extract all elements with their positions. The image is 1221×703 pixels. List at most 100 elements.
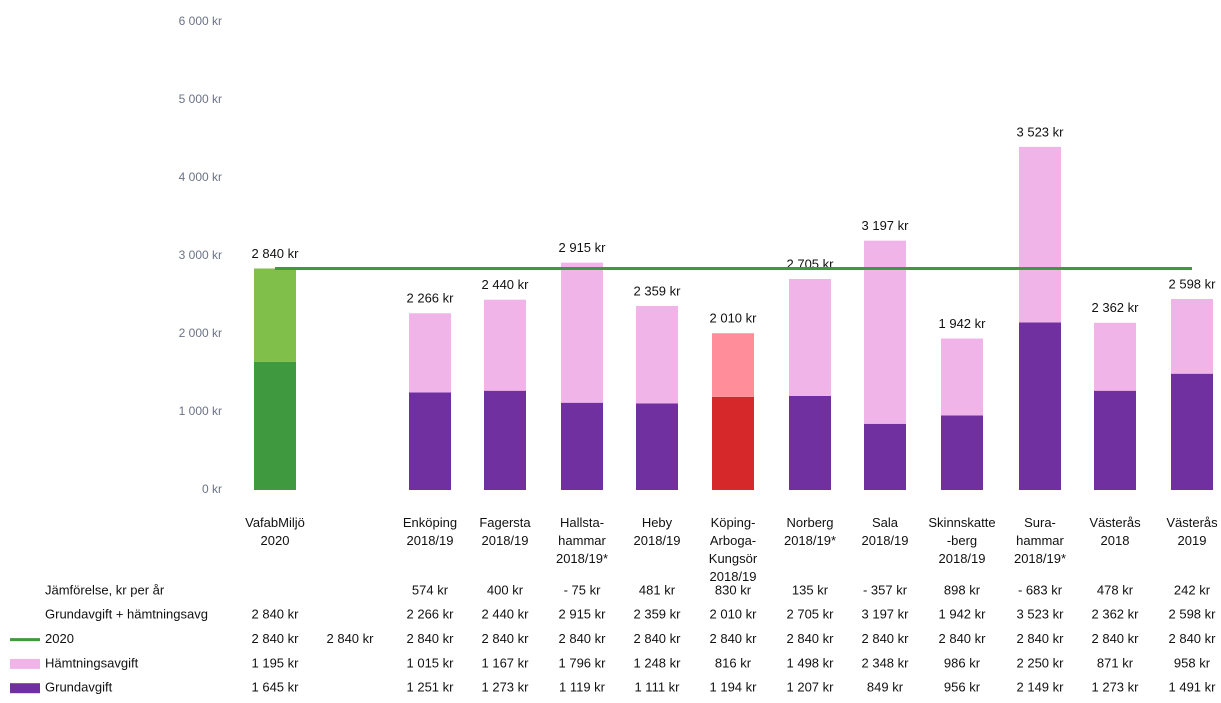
y-tick-label: 2 000 kr [179,326,222,340]
table-cell: 2 840 kr [407,631,455,646]
y-tick-label: 5 000 kr [179,92,222,106]
bar-segment [636,305,678,404]
table-cell: 2 359 kr [634,607,682,622]
table-cell: 1 942 kr [939,607,987,622]
x-tick-label: Sura- hammar 2018/19* [1013,515,1067,566]
bar-segment [561,402,603,490]
row-label: 2020 [45,631,74,646]
y-tick-label: 1 000 kr [179,404,222,418]
table-cell: 2 840 kr [634,631,682,646]
bar-segment [1094,322,1136,391]
table-cell: 3 197 kr [862,607,910,622]
table-cell: 2 266 kr [407,607,455,622]
data-label: 3 523 kr [1017,124,1065,139]
table-cell: 1 248 kr [634,655,682,670]
table-cell: 574 kr [412,582,449,597]
legend-swatch [10,658,40,669]
table-cell: - 75 kr [564,582,602,597]
table-cell: 2 840 kr [252,607,300,622]
x-tick-label: Norberg 2018/19* [783,515,837,548]
x-tick-label: Hallsta- hammar 2018/19* [555,515,609,566]
data-label: 2 915 kr [559,240,607,255]
table-cell: 1 207 kr [787,680,835,695]
table-cell: 986 kr [944,655,981,670]
table-cell: 1 273 kr [482,680,530,695]
bar-segment [254,268,296,362]
bar-segment [484,299,526,391]
table-cell: 2 440 kr [482,607,530,622]
table-cell: 400 kr [487,582,524,597]
table-cell: 2 598 kr [1169,607,1217,622]
table-cell: 2 840 kr [787,631,835,646]
row-label: Hämtningsavgift [45,655,139,670]
x-tick-label: Köping- Arboga- Kungsör 2018/19 [708,515,758,584]
bar-segment [864,240,906,424]
x-tick-label: Sala 2018/19 [861,515,909,548]
table-cell: 2 840 kr [252,631,300,646]
bar-segment [409,313,451,393]
x-tick-label: Enköping 2018/19 [402,515,458,548]
table-cell: 898 kr [944,582,981,597]
table-cell: 2 840 kr [327,631,375,646]
y-tick-label: 0 kr [202,482,222,496]
x-tick-label: Heby 2018/19 [633,515,681,548]
bar-segment [1094,390,1136,490]
y-tick-label: 4 000 kr [179,170,222,184]
x-tick-label: Västerås 2019 [1166,515,1218,548]
table-cell: 2 840 kr [1092,631,1140,646]
data-label: 2 010 kr [710,311,758,326]
y-tick-label: 3 000 kr [179,248,222,262]
table-cell: 478 kr [1097,582,1134,597]
table-cell: 2 149 kr [1017,680,1065,695]
table-cell: 849 kr [867,680,904,695]
table-cell: 816 kr [715,655,752,670]
table-cell: 830 kr [715,582,752,597]
data-label: 2 266 kr [407,291,455,306]
bar-segment [484,390,526,490]
bar-segment [864,423,906,490]
x-tick-label: VafabMiljö 2020 [245,515,305,548]
bar-segment [789,279,831,396]
bar-segment [941,338,983,416]
table-cell: 481 kr [639,582,676,597]
table-cell: 1 251 kr [407,680,455,695]
bar-segment [789,395,831,490]
data-label: 2 440 kr [482,277,530,292]
bar-segment [1019,146,1061,323]
table-cell: 1 015 kr [407,655,455,670]
row-label: Grundavgift + hämtningsavg [45,607,208,622]
bar-segment [712,396,754,490]
table-cell: 2 348 kr [862,655,910,670]
data-label: 2 359 kr [634,283,682,298]
table-cell: 2 362 kr [1092,607,1140,622]
table-cell: 2 840 kr [862,631,910,646]
table-cell: 1 119 kr [559,680,606,695]
table-cell: 1 167 kr [482,655,530,670]
table-cell: 2 915 kr [559,607,607,622]
data-label: 1 942 kr [939,316,987,331]
bar-segment [1171,373,1213,490]
table-cell: 1 498 kr [787,655,835,670]
table-cell: 1 796 kr [559,655,607,670]
table-cell: 242 kr [1174,582,1211,597]
row-label: Grundavgift [45,680,113,695]
table-cell: 2 840 kr [559,631,607,646]
table-cell: 3 523 kr [1017,607,1065,622]
data-label: 2 362 kr [1092,300,1140,315]
y-tick-label: 6 000 kr [179,14,222,28]
table-cell: 1 195 kr [252,655,300,670]
table-cell: 2 840 kr [710,631,758,646]
table-cell: 1 111 kr [634,680,680,695]
bar-segment [1171,298,1213,374]
table-cell: 2 010 kr [710,607,758,622]
table-cell: 2 250 kr [1017,655,1065,670]
bar-segment [712,333,754,397]
data-label: 2 840 kr [252,246,300,261]
row-label: Jämförelse, kr per år [45,582,165,597]
table-cell: 1 491 kr [1169,680,1217,695]
table-cell: 2 705 kr [787,607,835,622]
table-cell: 2 840 kr [482,631,530,646]
x-tick-label: Fagersta 2018/19 [479,515,531,548]
